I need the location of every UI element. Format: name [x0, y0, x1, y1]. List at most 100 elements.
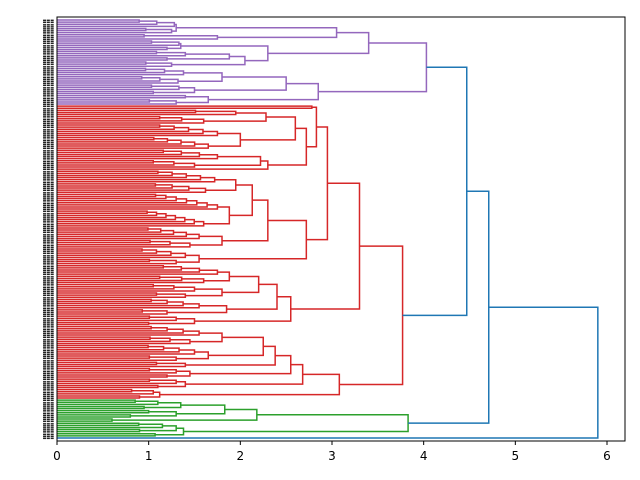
- leaf-label: ▬▬▬: [43, 303, 55, 308]
- dendrogram-link: [144, 402, 182, 409]
- dendrogram-link: [57, 115, 161, 120]
- dendrogram-link: [57, 405, 145, 410]
- leaf-label: ▬▬▬: [43, 343, 55, 348]
- leaf-label: ▬▬▬: [43, 316, 55, 321]
- leaf-label: ▬▬▬: [43, 406, 55, 411]
- dendrogram-link: [57, 384, 159, 389]
- leaf-label: ▬▬▬: [43, 173, 55, 178]
- leaf-label: ▬▬▬: [43, 123, 55, 128]
- leaf-label: ▬▬▬: [43, 188, 55, 193]
- dendrogram-link: [112, 408, 258, 421]
- leaf-label: ▬▬▬: [43, 280, 55, 285]
- leaf-label: ▬▬▬: [43, 372, 55, 377]
- leaf-label: ▬▬▬: [43, 207, 55, 212]
- leaf-label: ▬▬▬: [43, 339, 55, 344]
- plot-frame: [56, 16, 626, 442]
- dendrogram-link: [57, 344, 149, 349]
- leaf-label: ▬▬▬: [43, 131, 55, 136]
- dendrogram-link: [185, 288, 223, 297]
- leaf-label: ▬▬▬: [43, 186, 55, 191]
- dendrogram-link: [57, 374, 168, 378]
- leaf-label: ▬▬▬: [43, 158, 55, 163]
- leaf-label: ▬▬▬: [43, 217, 55, 222]
- leaf-label: ▬▬▬: [43, 198, 55, 203]
- leaf-label: ▬▬▬: [43, 177, 55, 182]
- leaf-label: ▬▬▬: [43, 47, 55, 52]
- dendrogram-link: [57, 227, 149, 231]
- leaf-label: ▬▬▬: [43, 24, 55, 29]
- dendrogram-link: [148, 318, 196, 325]
- leaf-label: ▬▬▬: [43, 242, 55, 247]
- dendrogram-link: [57, 265, 165, 269]
- leaf-label: ▬▬▬: [43, 34, 55, 39]
- leaf-label: ▬▬▬: [43, 202, 55, 207]
- leaf-label: ▬▬▬: [43, 49, 55, 54]
- leaf-label: ▬▬▬: [43, 312, 55, 317]
- leaf-label: ▬▬▬: [43, 66, 55, 71]
- leaf-label: ▬▬▬: [43, 89, 55, 94]
- leaf-label: ▬▬▬: [43, 62, 55, 67]
- leaf-label: ▬▬▬: [43, 293, 55, 298]
- dendrogram-link: [290, 182, 361, 310]
- leaf-label: ▬▬▬: [43, 97, 55, 102]
- leaf-label: ▬▬▬: [43, 108, 55, 113]
- leaf-label: ▬▬▬: [43, 337, 55, 342]
- dendrogram-link: [57, 252, 187, 259]
- dendrogram-link: [194, 76, 287, 91]
- leaf-label: ▬▬▬: [43, 244, 55, 249]
- dendrogram-link: [208, 82, 319, 101]
- leaf-label: ▬▬▬: [43, 435, 55, 440]
- leaf-label: ▬▬▬: [43, 196, 55, 201]
- dendrogram-link: [57, 21, 176, 28]
- dendrogram-link: [57, 90, 154, 95]
- leaf-label: ▬▬▬: [43, 389, 55, 394]
- leaf-label: ▬▬▬: [43, 251, 55, 256]
- dendrogram-link: [226, 283, 278, 310]
- dendrogram-link: [57, 50, 158, 55]
- leaf-label: ▬▬▬: [43, 39, 55, 44]
- dendrogram-link: [57, 275, 161, 280]
- leaf-label: ▬▬▬: [43, 396, 55, 401]
- dendrogram-link: [57, 124, 161, 128]
- dendrogram-link: [267, 31, 370, 55]
- leaf-label: ▬▬▬: [43, 194, 55, 199]
- leaf-label: ▬▬▬: [43, 55, 55, 60]
- leaf-label: ▬▬▬: [43, 370, 55, 375]
- leaf-label: ▬▬▬: [43, 114, 55, 119]
- leaf-label: ▬▬▬: [43, 421, 55, 426]
- leaf-label: ▬▬▬: [43, 28, 55, 33]
- dendrogram-link: [57, 395, 141, 399]
- dendrogram-link: [57, 105, 313, 109]
- leaf-label: ▬▬▬: [43, 333, 55, 338]
- leaf-label: ▬▬▬: [43, 345, 55, 350]
- leaf-label: ▬▬▬: [43, 211, 55, 216]
- leaf-label: ▬▬▬: [43, 335, 55, 340]
- leaf-label: ▬▬▬: [43, 192, 55, 197]
- dendrogram-link: [203, 206, 231, 225]
- dendrogram-link: [171, 55, 246, 66]
- dendrogram-link: [57, 330, 200, 336]
- dendrogram-link: [57, 218, 195, 225]
- dendrogram-link: [153, 87, 196, 94]
- leaf-label: ▬▬▬: [43, 419, 55, 424]
- leaf-label: ▬▬▬: [43, 175, 55, 180]
- dendrogram-link: [199, 219, 308, 260]
- leaf-label: ▬▬▬: [43, 417, 55, 422]
- dendrogram-link: [57, 306, 599, 439]
- leaf-label: ▬▬▬: [43, 95, 55, 100]
- leaf-label: ▬▬▬: [43, 408, 55, 413]
- leaf-label: ▬▬▬: [43, 41, 55, 46]
- leaf-label: ▬▬▬: [43, 190, 55, 195]
- leaf-label: ▬▬▬: [43, 366, 55, 371]
- leaf-label: ▬▬▬: [43, 322, 55, 327]
- leaf-label: ▬▬▬: [43, 60, 55, 65]
- leaf-label: ▬▬▬: [43, 200, 55, 205]
- dendrogram-link: [57, 249, 158, 254]
- leaf-label: ▬▬▬: [43, 354, 55, 359]
- dendrogram-link: [57, 46, 168, 51]
- leaf-label: ▬▬▬: [43, 398, 55, 403]
- leaf-label: ▬▬▬: [43, 265, 55, 270]
- dendrogram-link: [57, 27, 147, 32]
- leaf-label: ▬▬▬: [43, 425, 55, 430]
